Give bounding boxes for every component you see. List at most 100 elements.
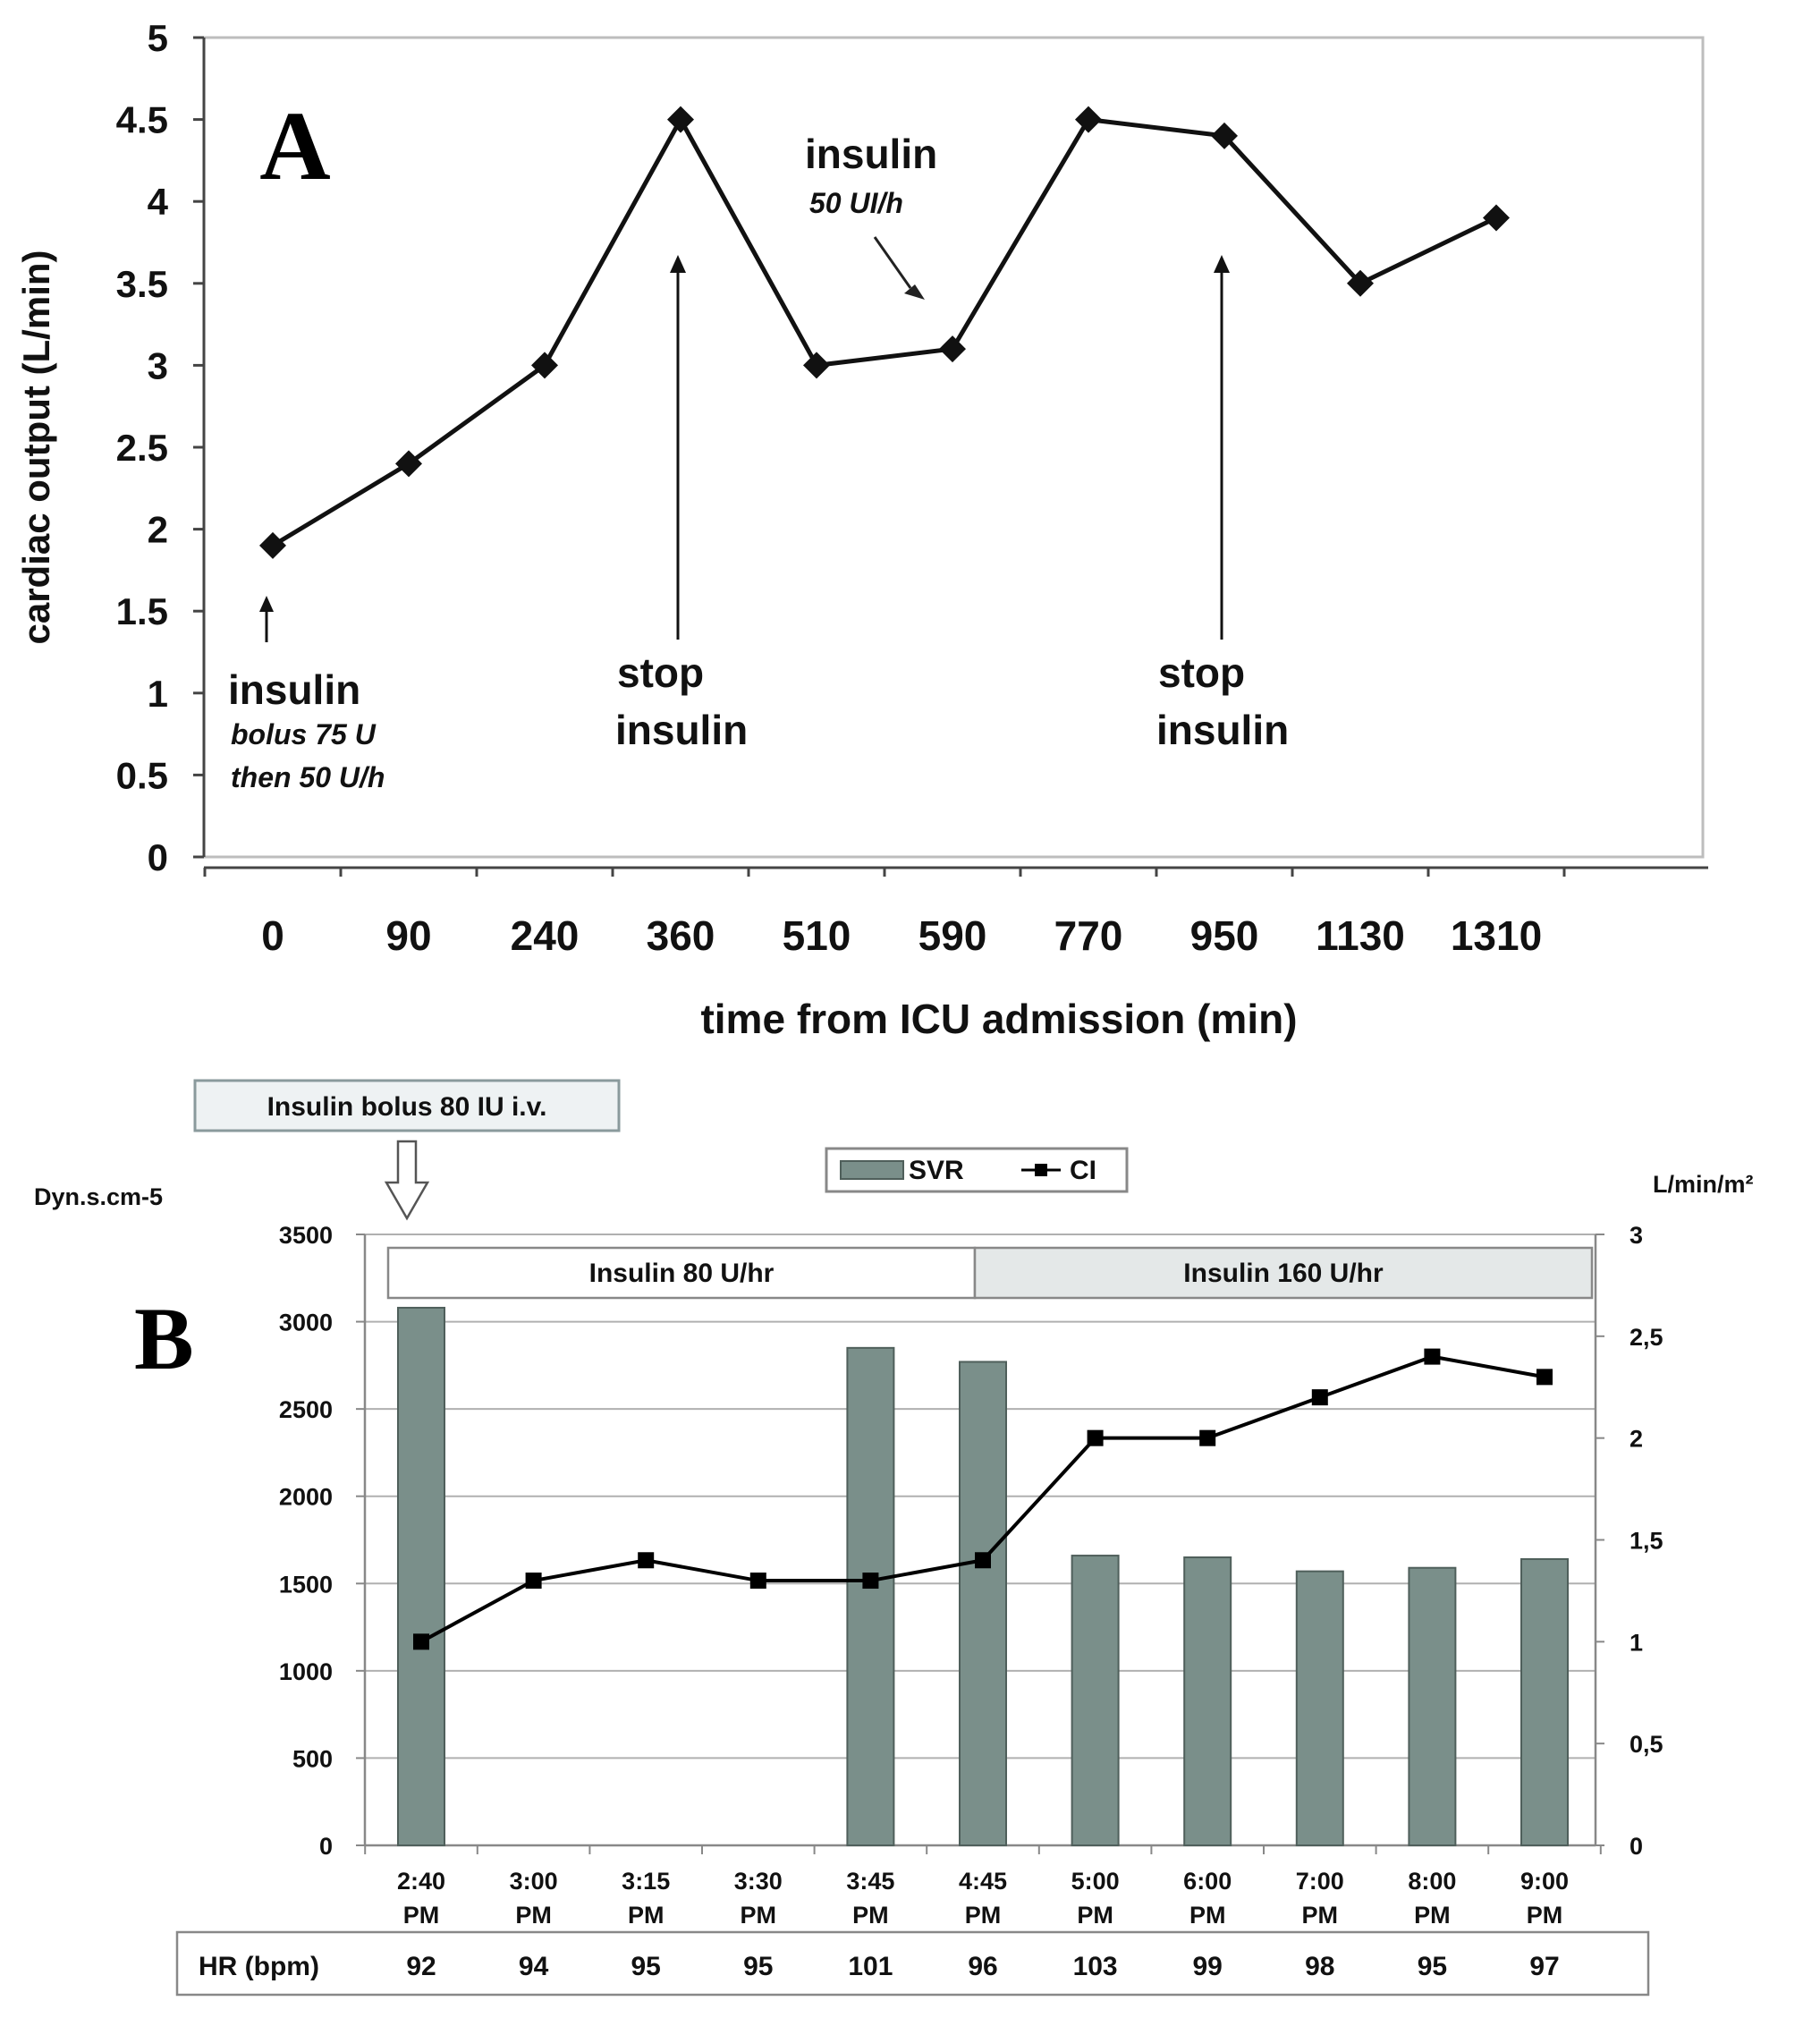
data-point-a bbox=[1347, 269, 1374, 297]
data-point-a bbox=[667, 106, 694, 133]
hr-value: 103 bbox=[1073, 1952, 1118, 1981]
right-tick-label: 1,5 bbox=[1630, 1528, 1663, 1555]
right-axis-unit: L/min/m² bbox=[1653, 1171, 1754, 1198]
x-tick-label-time: 7:00 bbox=[1296, 1868, 1344, 1895]
panel-a: 0 0.5 1 1.5 2 2.5 3 3.5 4 4.5 5 0 90 240 360 510 590 770… bbox=[15, 17, 1708, 1042]
svr-bar bbox=[1295, 1570, 1344, 1847]
ci-point bbox=[1199, 1429, 1216, 1446]
x-tick-label-ampm: PM bbox=[965, 1902, 1002, 1929]
hr-value: 95 bbox=[631, 1952, 661, 1981]
phase-bar: Insulin 80 U/hr Insulin 160 U/hr bbox=[386, 1246, 1594, 1300]
y-tick-label-a: 1 bbox=[148, 673, 168, 715]
hr-value: 92 bbox=[406, 1952, 436, 1981]
ci-point bbox=[1311, 1389, 1328, 1406]
x-tick-label-time: 6:00 bbox=[1183, 1868, 1232, 1895]
y-tick-label-a: 5 bbox=[148, 17, 168, 59]
x-tick-label-ampm: PM bbox=[741, 1902, 777, 1929]
svr-bar bbox=[397, 1306, 445, 1846]
y-axis-label-a: cardiac output (L/min) bbox=[15, 250, 57, 645]
y-ticks-a: 0 0.5 1 1.5 2 2.5 3 3.5 4 4.5 5 bbox=[116, 17, 204, 878]
right-tick-label: 1 bbox=[1630, 1629, 1643, 1656]
legend: SVR CI bbox=[825, 1147, 1129, 1193]
annotation-stop-insulin-1: stop insulin bbox=[615, 255, 748, 753]
hr-value: 98 bbox=[1305, 1952, 1334, 1981]
y-tick-label-a: 3 bbox=[148, 344, 168, 386]
svr-bar bbox=[846, 1346, 895, 1847]
x-tick-label-a: 770 bbox=[1054, 912, 1123, 959]
data-point-a bbox=[395, 450, 422, 478]
hr-row-box bbox=[175, 1930, 1650, 1997]
hr-value: 96 bbox=[968, 1952, 997, 1981]
y-tick-label-a: 0.5 bbox=[116, 754, 168, 796]
arrow-shaft-3 bbox=[873, 236, 912, 289]
phase-insulin-160-label: Insulin 160 U/hr bbox=[1183, 1259, 1384, 1288]
y-tick-label-a: 1.5 bbox=[116, 590, 168, 632]
x-tick-label-ampm: PM bbox=[1077, 1902, 1113, 1929]
svr-bar bbox=[959, 1361, 1007, 1847]
y-tick-label-a: 4 bbox=[148, 181, 169, 223]
data-point-a bbox=[531, 352, 558, 379]
x-tick-label-ampm: PM bbox=[628, 1902, 665, 1929]
x-tick-label-ampm: PM bbox=[403, 1902, 440, 1929]
x-tick-label-time: 4:45 bbox=[959, 1868, 1007, 1895]
x-tick-label-ampm: PM bbox=[1527, 1902, 1563, 1929]
ci-point bbox=[1087, 1429, 1104, 1446]
cardiac-output-points bbox=[259, 106, 1510, 559]
legend-ci-marker bbox=[1035, 1164, 1047, 1176]
y-tick-label-a: 4.5 bbox=[116, 99, 168, 141]
x-tick-label-time: 9:00 bbox=[1520, 1868, 1569, 1895]
ci-point bbox=[413, 1633, 429, 1650]
annotation-then: then 50 U/h bbox=[231, 761, 385, 793]
ci-points bbox=[413, 1348, 1553, 1650]
legend-svr-swatch bbox=[840, 1160, 904, 1180]
x-tick-label-a: 1310 bbox=[1451, 912, 1542, 959]
right-tick-label: 0,5 bbox=[1630, 1731, 1663, 1758]
x-tick-label-ampm: PM bbox=[1302, 1902, 1339, 1929]
svr-bars bbox=[397, 1306, 1569, 1847]
hr-row-label: HR (bpm) bbox=[199, 1952, 319, 1981]
x-tick-label-ampm: PM bbox=[852, 1902, 889, 1929]
y-tick-label-a: 3.5 bbox=[116, 263, 168, 305]
x-tick-label-time: 3:15 bbox=[622, 1868, 670, 1895]
right-tick-label: 3 bbox=[1630, 1222, 1643, 1249]
panel-label-b: B bbox=[134, 1289, 194, 1388]
data-point-a bbox=[939, 335, 966, 363]
x-tick-label-a: 510 bbox=[783, 912, 851, 959]
hr-value: 95 bbox=[1418, 1952, 1447, 1981]
data-point-a bbox=[1075, 106, 1102, 133]
hr-value: 95 bbox=[743, 1952, 773, 1981]
y-tick-label-a: 0 bbox=[148, 836, 168, 878]
ci-point bbox=[975, 1552, 991, 1569]
data-point-a bbox=[259, 531, 286, 559]
x-tick-label-ampm: PM bbox=[1189, 1902, 1226, 1929]
x-tick-label-a: 590 bbox=[918, 912, 987, 959]
arrow-head-1 bbox=[259, 596, 274, 612]
left-tick-label: 500 bbox=[292, 1745, 333, 1772]
x-tick-label-a: 90 bbox=[385, 912, 431, 959]
left-tick-label: 1000 bbox=[279, 1658, 333, 1685]
svr-bar bbox=[1520, 1557, 1569, 1846]
arrow-head-3 bbox=[904, 284, 925, 300]
x-tick-label-a: 950 bbox=[1190, 912, 1259, 959]
bolus-box bbox=[193, 1079, 621, 1132]
x-axis-label-a: time from ICU admission (min) bbox=[700, 996, 1297, 1042]
svr-bar bbox=[1408, 1566, 1457, 1847]
x-tick-label-time: 3:00 bbox=[510, 1868, 558, 1895]
annotation-insulin-1: insulin bbox=[228, 666, 360, 713]
y-tick-label-a: 2.5 bbox=[116, 427, 168, 469]
x-tick-label-a: 360 bbox=[647, 912, 715, 959]
hr-value: 99 bbox=[1193, 1952, 1223, 1981]
phase-insulin-80-label: Insulin 80 U/hr bbox=[589, 1259, 775, 1288]
ci-point bbox=[749, 1573, 766, 1590]
hr-value: 101 bbox=[848, 1952, 893, 1981]
x-ticks-a: 0 90 240 360 510 590 770 950 1130 1310 bbox=[203, 868, 1566, 959]
panel-b: Insulin bolus 80 IU i.v. SVR CI Dyn.s.cm… bbox=[34, 1079, 1754, 1997]
cardiac-output-line bbox=[271, 114, 1498, 548]
annotation-insulin-stop-1: insulin bbox=[615, 707, 748, 753]
annotation-insulin-bolus: insulin bolus 75 U then 50 U/h bbox=[228, 596, 385, 793]
annotation-stop-2: stop bbox=[1158, 649, 1245, 696]
left-tick-label: 3000 bbox=[279, 1310, 333, 1336]
ci-point bbox=[525, 1573, 542, 1590]
legend-svr-label: SVR bbox=[909, 1156, 964, 1185]
